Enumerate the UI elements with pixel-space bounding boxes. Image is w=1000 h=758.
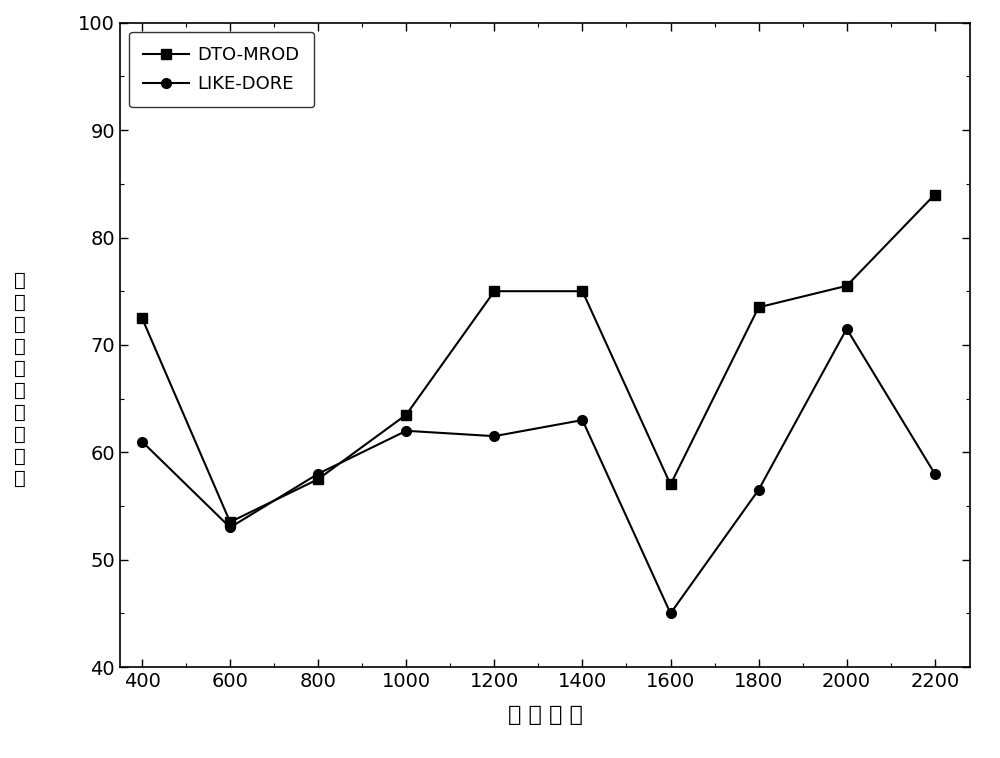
Legend: DTO-MROD, LIKE-DORE: DTO-MROD, LIKE-DORE [129, 32, 314, 108]
LIKE-DORE [136, 437, 148, 446]
LIKE-DORE [488, 431, 500, 440]
X-axis label: 节 点 数 量: 节 点 数 量 [508, 705, 582, 725]
DTO-MROD [312, 475, 324, 484]
LIKE-DORE [312, 469, 324, 478]
LIKE-DORE [753, 485, 765, 494]
LIKE-DORE [224, 523, 236, 532]
DTO-MROD [665, 480, 677, 489]
DTO-MROD [576, 287, 588, 296]
Line: LIKE-DORE: LIKE-DORE [137, 324, 940, 619]
DTO-MROD [841, 281, 853, 290]
LIKE-DORE [841, 324, 853, 334]
Text: 网
络
连
通
率
（
百
分
比
）: 网 络 连 通 率 （ 百 分 比 ） [14, 271, 26, 487]
LIKE-DORE [665, 609, 677, 618]
Line: DTO-MROD: DTO-MROD [137, 190, 940, 527]
DTO-MROD [929, 190, 941, 199]
DTO-MROD [400, 410, 412, 419]
LIKE-DORE [400, 426, 412, 435]
DTO-MROD [753, 302, 765, 312]
DTO-MROD [136, 314, 148, 323]
LIKE-DORE [576, 415, 588, 424]
LIKE-DORE [929, 469, 941, 478]
DTO-MROD [224, 518, 236, 527]
DTO-MROD [488, 287, 500, 296]
